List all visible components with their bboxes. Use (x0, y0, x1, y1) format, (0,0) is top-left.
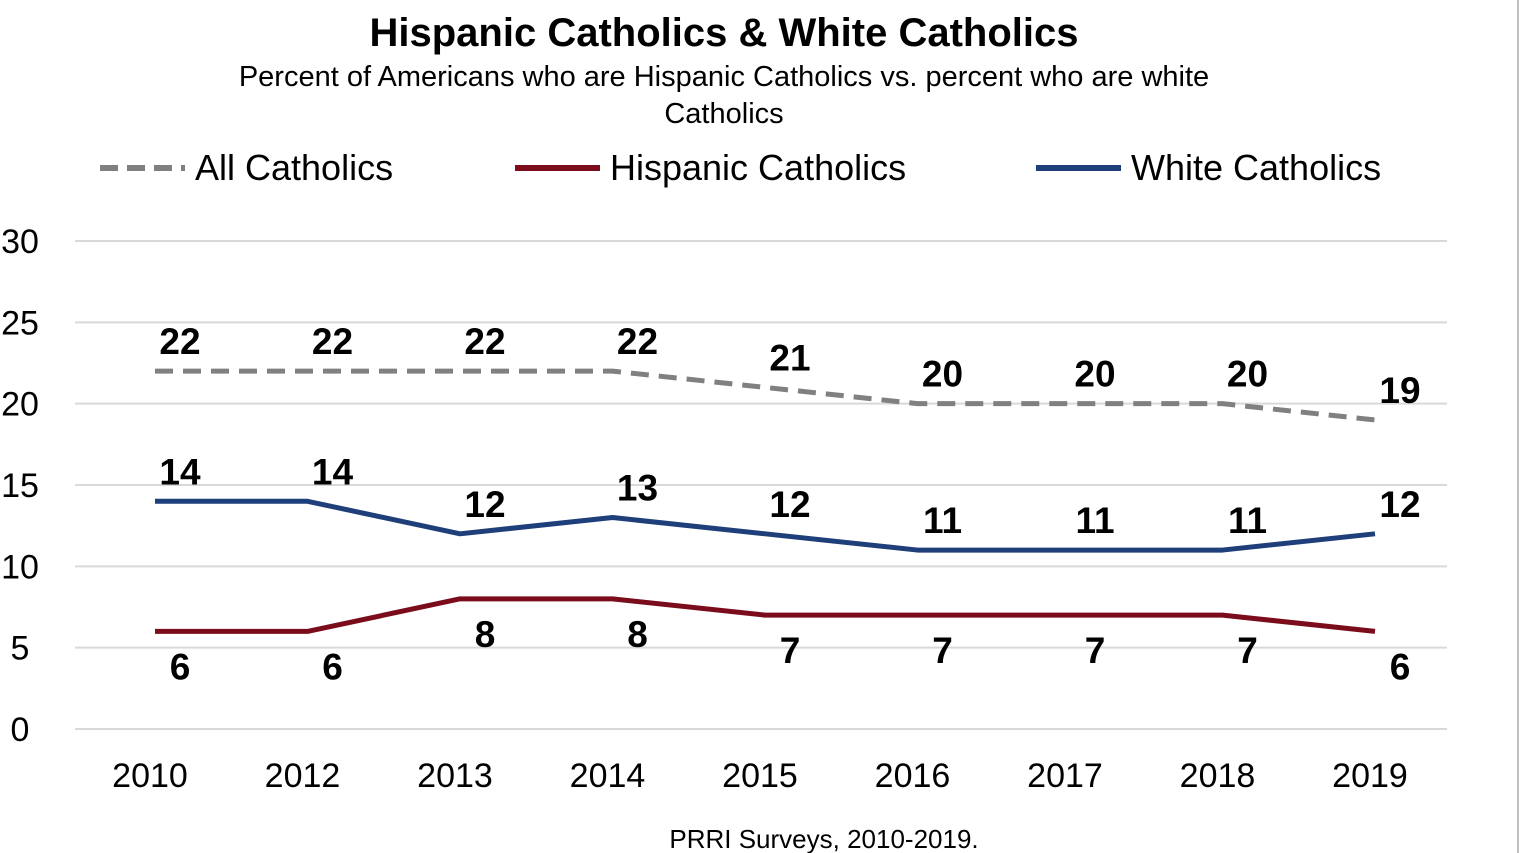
legend-label: Hispanic Catholics (610, 147, 906, 188)
data-label-all-catholics: 19 (1379, 370, 1420, 411)
series-layer (155, 368, 1376, 634)
chart-subtitle-line-2: Catholics (664, 98, 783, 130)
y-tick-label: 20 (1, 386, 39, 424)
x-tick-label: 2012 (265, 757, 341, 795)
data-label-hispanic-catholics: 6 (1390, 646, 1411, 687)
series-line-all-catholics (155, 368, 1376, 423)
legend-item-all-catholics: All Catholics (100, 147, 393, 188)
data-label-hispanic-catholics: 6 (322, 646, 343, 687)
data-label-hispanic-catholics: 7 (1237, 630, 1258, 671)
data-label-all-catholics: 20 (922, 354, 963, 395)
x-tick-label: 2014 (570, 757, 646, 795)
x-tick-label: 2016 (875, 757, 951, 795)
gridlines (75, 240, 1447, 730)
y-tick-label: 5 (11, 630, 30, 668)
data-labels: 22 22 22 22 21 20 20 20 19 6 6 8 8 7 7 7 7 6 14 14 12 13 12 11 1… (159, 321, 1420, 687)
x-tick-label: 2017 (1027, 757, 1103, 795)
y-tick-label: 0 (11, 711, 30, 749)
y-tick-label: 10 (1, 548, 39, 586)
series-line-hispanic-catholics (155, 596, 1376, 634)
legend-item-white-catholics: White Catholics (1036, 147, 1381, 188)
chart-subtitle-line-1: Percent of Americans who are Hispanic Ca… (239, 61, 1209, 93)
data-label-all-catholics: 20 (1227, 354, 1268, 395)
x-tick-label: 2018 (1180, 757, 1256, 795)
x-tick-label: 2019 (1332, 757, 1408, 795)
data-label-white-catholics: 12 (464, 484, 505, 525)
data-label-hispanic-catholics: 7 (1085, 630, 1106, 671)
data-label-all-catholics: 21 (769, 337, 810, 378)
data-label-white-catholics: 13 (617, 468, 658, 509)
x-tick-label: 2010 (112, 757, 188, 795)
data-label-all-catholics: 22 (312, 321, 353, 362)
data-label-white-catholics: 11 (1075, 500, 1114, 541)
data-label-hispanic-catholics: 6 (170, 646, 191, 687)
data-label-all-catholics: 22 (464, 321, 505, 362)
data-label-hispanic-catholics: 7 (932, 630, 953, 671)
chart-title: Hispanic Catholics & White Catholics (369, 11, 1078, 55)
y-tick-label: 25 (1, 304, 39, 342)
data-label-all-catholics: 22 (159, 321, 200, 362)
chart-source: PRRI Surveys, 2010-2019. (669, 824, 978, 853)
data-label-white-catholics: 12 (769, 484, 810, 525)
y-axis: 0 5 10 15 20 25 30 (1, 223, 39, 749)
legend-label: All Catholics (195, 147, 393, 188)
chart-legend: All Catholics Hispanic Catholics White Cat… (100, 147, 1381, 188)
data-label-all-catholics: 20 (1074, 354, 1115, 395)
data-label-white-catholics: 12 (1379, 484, 1420, 525)
y-tick-label: 30 (1, 223, 39, 261)
y-tick-label: 15 (1, 467, 39, 505)
data-label-white-catholics: 14 (159, 451, 201, 492)
data-label-hispanic-catholics: 8 (627, 614, 648, 655)
data-label-hispanic-catholics: 8 (475, 614, 496, 655)
x-tick-label: 2013 (417, 757, 493, 795)
data-label-white-catholics: 11 (923, 500, 962, 541)
legend-item-hispanic-catholics: Hispanic Catholics (515, 147, 906, 188)
frame-border (1517, 0, 1519, 853)
data-label-hispanic-catholics: 7 (780, 630, 801, 671)
x-tick-label: 2015 (722, 757, 798, 795)
data-label-white-catholics: 14 (312, 451, 354, 492)
data-label-white-catholics: 11 (1228, 500, 1267, 541)
data-label-all-catholics: 22 (617, 321, 658, 362)
x-axis: 2010 2012 2013 2014 2015 2016 2017 2018 2019 (112, 757, 1408, 795)
legend-label: White Catholics (1131, 147, 1381, 188)
series-line-white-catholics (155, 498, 1376, 553)
